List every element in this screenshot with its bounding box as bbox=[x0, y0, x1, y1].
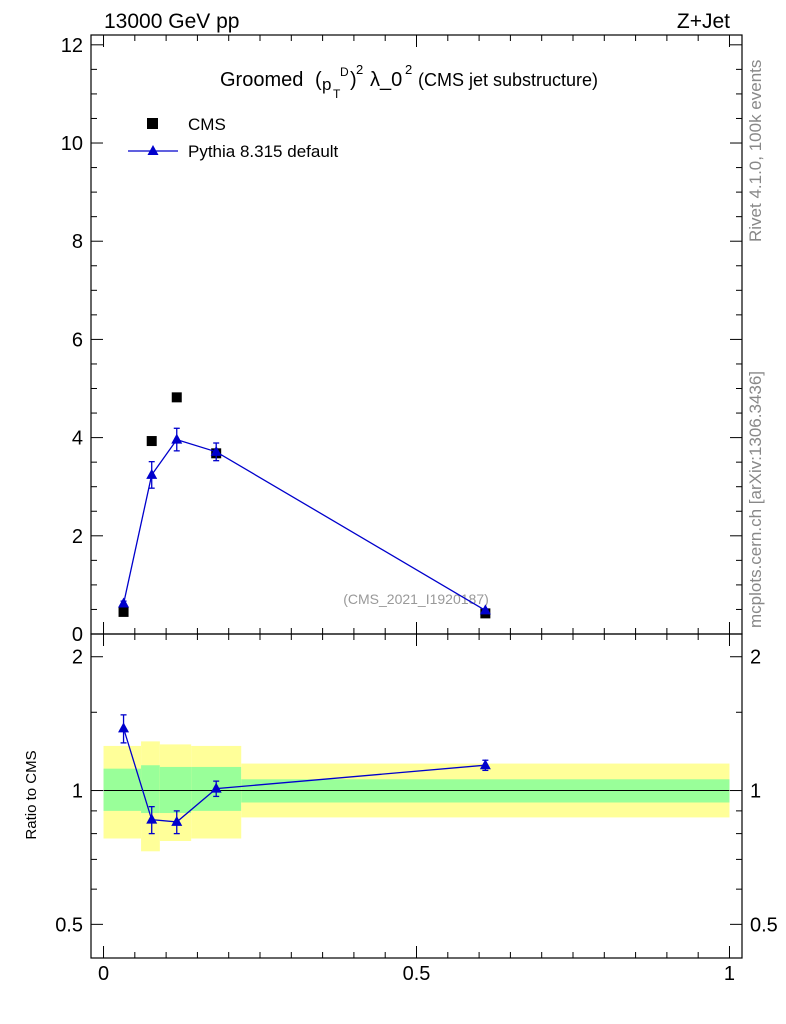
pythia-data-point bbox=[146, 468, 158, 479]
title-paren-close: ) bbox=[350, 69, 357, 91]
main-ytick-label: 2 bbox=[72, 526, 83, 548]
legend-cms-label: CMS bbox=[188, 115, 226, 134]
legend-pythia-label: Pythia 8.315 default bbox=[188, 142, 339, 161]
ratio-ytick-label-right: 2 bbox=[750, 647, 761, 669]
main-plot-area bbox=[118, 392, 491, 619]
cms-data-point bbox=[171, 392, 182, 403]
ratio-pythia-point bbox=[210, 782, 222, 793]
pythia-data-point bbox=[210, 445, 222, 456]
cms-data-point bbox=[118, 606, 129, 617]
ratio-ytick-label-right: 1 bbox=[750, 781, 761, 803]
ratio-pythia-point bbox=[479, 759, 491, 770]
ratio-band-green-1 bbox=[141, 765, 160, 814]
legend-pythia-marker bbox=[147, 145, 159, 155]
rivet-label: Rivet 4.1.0, 100k events bbox=[746, 60, 765, 242]
legend: CMS Pythia 8.315 default bbox=[128, 115, 339, 161]
pythia-line bbox=[122, 438, 486, 611]
cms-data-point bbox=[146, 436, 157, 447]
ratio-band-green-2 bbox=[159, 766, 192, 814]
ratio-ytick-label-right: 0.5 bbox=[750, 914, 778, 936]
main-ytick-label: 8 bbox=[72, 231, 83, 253]
plot-title: Groomed ( p D T ) 2 λ_0 2 (CMS jet subst… bbox=[220, 62, 598, 101]
ratio-pythia-point bbox=[146, 813, 158, 824]
title-prefix: Groomed bbox=[220, 69, 303, 91]
ratio-ytick-label: 0.5 bbox=[55, 914, 83, 936]
ratio-ytick-label: 1 bbox=[72, 781, 83, 803]
title-sub-t: T bbox=[333, 87, 341, 101]
main-ytick-label: 12 bbox=[61, 35, 83, 57]
analysis-watermark: (CMS_2021_I1920187) bbox=[343, 591, 489, 607]
title-lambda: λ_0 bbox=[370, 69, 402, 91]
ratio-xtick-label: 0 bbox=[98, 963, 109, 985]
title-sq: 2 bbox=[356, 62, 363, 77]
main-ytick-label: 6 bbox=[72, 329, 83, 351]
pythia-data-point bbox=[118, 597, 130, 608]
title-paren-open: ( bbox=[315, 69, 322, 91]
pythia-data-point bbox=[479, 604, 491, 615]
ratio-xtick-label: 1 bbox=[724, 963, 735, 985]
header-right: Z+Jet bbox=[677, 10, 730, 33]
ratio-pythia-point bbox=[118, 722, 130, 733]
title-suffix: (CMS jet substructure) bbox=[418, 70, 598, 90]
ratio-ylabel: Ratio to CMS bbox=[23, 750, 40, 839]
legend-cms-marker bbox=[147, 118, 158, 129]
main-ytick-label: 10 bbox=[61, 133, 83, 155]
title-sup-d: D bbox=[340, 65, 349, 79]
ratio-xtick-label: 0.5 bbox=[403, 963, 431, 985]
ratio-pythia-point bbox=[171, 815, 183, 826]
main-ytick-label: 4 bbox=[72, 428, 83, 450]
ratio-uncertainty-bands bbox=[103, 741, 730, 852]
main-ytick-label: 0 bbox=[72, 624, 83, 646]
mcplots-label: mcplots.cern.ch [arXiv:1306.3436] bbox=[746, 371, 765, 628]
title-sq2: 2 bbox=[405, 62, 412, 77]
title-p: p bbox=[322, 75, 331, 94]
pythia-data-point bbox=[171, 433, 183, 444]
ratio-ytick-label: 2 bbox=[72, 647, 83, 669]
header-left: 13000 GeV pp bbox=[104, 10, 239, 33]
ratio-plot-area bbox=[118, 714, 491, 835]
ratio-band-green-0 bbox=[103, 768, 142, 811]
